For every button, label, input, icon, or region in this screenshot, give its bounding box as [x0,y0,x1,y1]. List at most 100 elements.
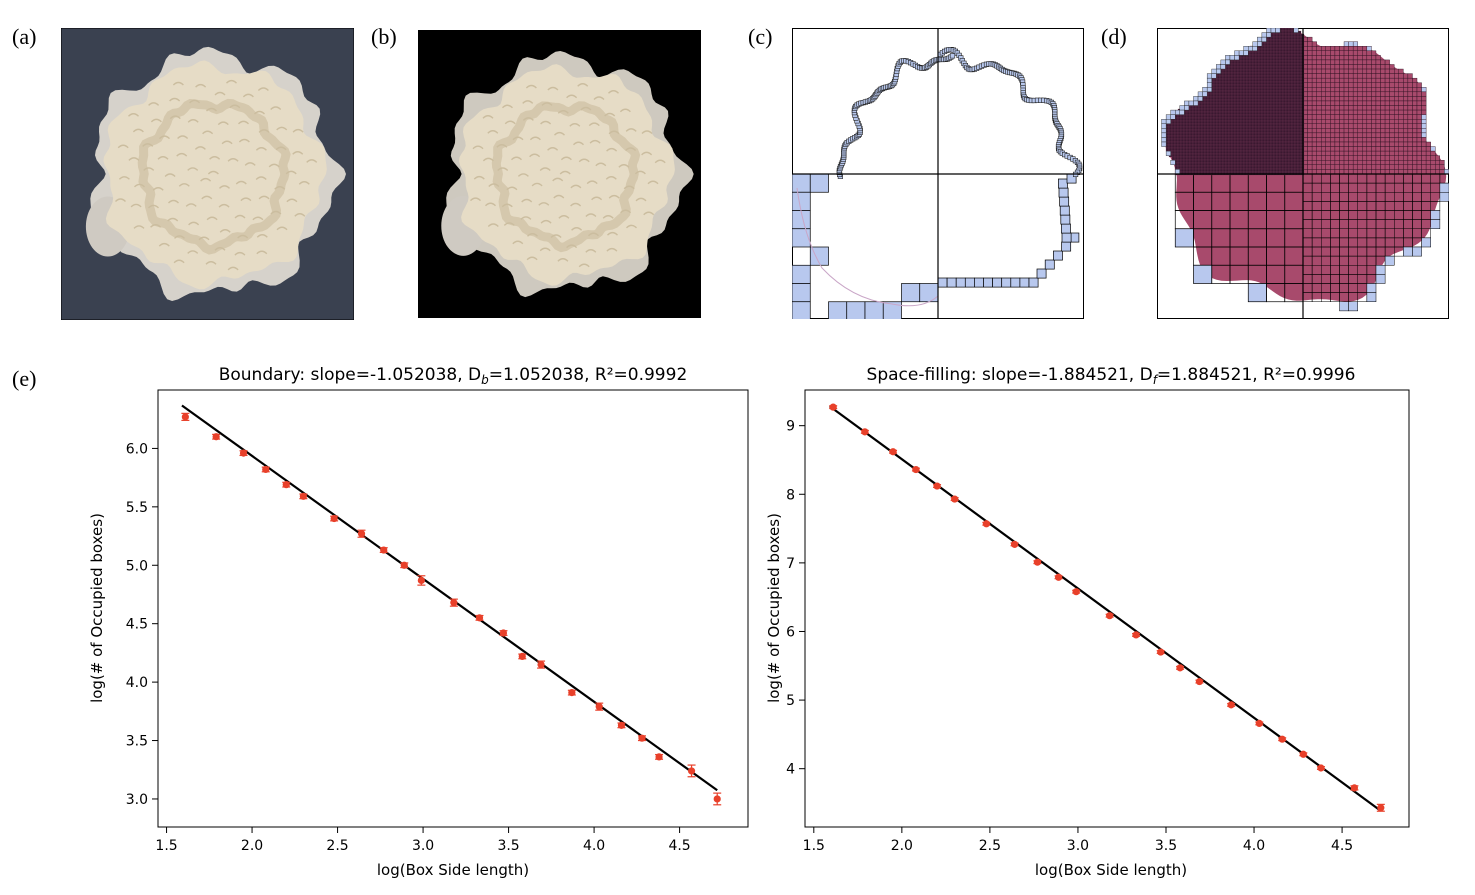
area-box [1261,129,1266,134]
area-box [1393,150,1399,156]
area-box [1276,144,1281,149]
area-box [1225,120,1230,125]
boundary-box [1059,196,1070,207]
area-box [1330,132,1336,138]
area-box [1343,137,1349,143]
area-box [1297,54,1302,59]
area-box [1198,114,1203,119]
area-box [1285,39,1290,44]
area-box [1207,153,1212,158]
area-box [1276,60,1281,65]
area-box [1279,48,1284,53]
colony-wrinkle [130,203,142,208]
area-box [1222,69,1227,74]
area-box [1225,108,1230,113]
area-box [1371,73,1377,79]
area-box [1321,123,1327,129]
area-box [1234,55,1240,61]
area-box [1282,114,1287,119]
x-tick-label: 3.5 [497,838,519,854]
area-box [1375,146,1381,152]
area-box [1371,150,1377,156]
area-box [1321,50,1327,56]
area-box [1294,141,1299,146]
area-box [1366,91,1372,97]
area-box [1258,69,1263,74]
area-box [1198,111,1203,116]
area-box [1177,165,1182,170]
area-box [1357,100,1363,106]
area-box [1380,132,1386,138]
area-box [1279,63,1284,68]
area-box [1261,48,1266,53]
area-box [1210,96,1215,101]
area-box [1234,159,1239,164]
area-box [1311,169,1317,175]
area-box [1228,66,1233,71]
area-box [1246,111,1251,116]
area-box [1276,159,1281,164]
boundary-box [828,301,848,319]
area-box [1240,120,1245,125]
area-box [1393,100,1399,106]
area-box [1330,100,1336,106]
area-box [1234,105,1239,110]
area-box [1168,144,1173,149]
area-box [1249,117,1254,122]
area-box [1291,126,1296,131]
area-box [1375,55,1381,61]
area-box [1207,138,1212,143]
area-box [1197,96,1203,102]
area-box [1249,105,1254,110]
colony-wrinkle [520,216,532,220]
area-box [1174,141,1179,146]
area-box [1216,135,1221,140]
area-box [1201,102,1206,107]
area-box [1330,123,1336,129]
area-box [1252,78,1257,83]
area-box [1177,123,1182,128]
area-box [1294,63,1299,68]
area-box [1307,150,1313,156]
colony-wrinkle [557,258,569,262]
area-box [1219,84,1224,89]
area-box [1282,135,1287,140]
area-box [1174,135,1179,140]
area-box [1357,128,1363,134]
colony-wrinkle [235,180,247,185]
area-box [1297,69,1302,74]
area-box [1380,137,1386,143]
area-box [1407,160,1413,166]
area-box [1249,165,1254,170]
area-box [1252,153,1257,158]
area-box [1371,100,1377,106]
area-box [1288,30,1293,35]
boundary-box [1061,223,1071,234]
area-box [1316,141,1322,147]
area-box [1216,87,1221,92]
area-box [1357,123,1363,129]
area-box [1267,135,1272,140]
area-box [1192,150,1197,155]
colony-wrinkle [148,204,159,209]
area-box [1210,156,1215,161]
area-box [1311,64,1317,70]
area-box [1321,59,1327,65]
boundary-box [882,301,902,319]
area-box [1249,132,1254,137]
area-box [1291,78,1296,83]
area-box [1416,100,1422,106]
area-box [1276,99,1281,104]
area-box [1282,30,1287,35]
area-box [1339,114,1345,120]
area-box [1270,69,1275,74]
area-box [1325,109,1331,115]
area-box [1206,82,1212,88]
area-box [1210,126,1215,131]
area-box [1371,77,1377,83]
area-box [1175,169,1180,175]
area-box [1348,64,1354,70]
area-box [1252,84,1257,89]
area-box [1285,108,1290,113]
area-box [1213,120,1218,125]
